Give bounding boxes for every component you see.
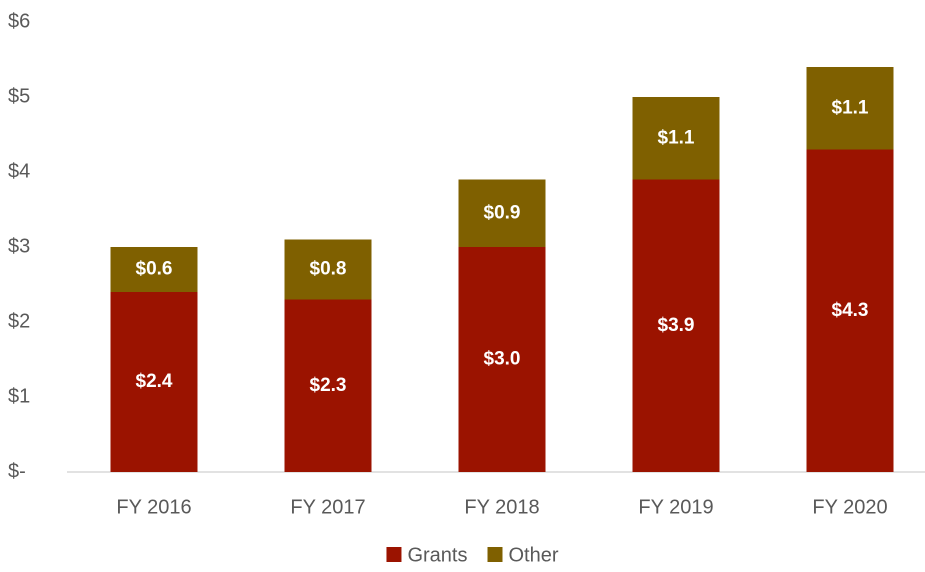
value-label: $4.3 [832,300,869,321]
legend-swatch [386,547,402,562]
x-tick-label: FY 2020 [812,496,887,518]
bar-segment [458,247,546,472]
value-label: $0.6 [136,259,173,280]
legend-label: Grants [407,544,467,566]
y-tick-label: $- [8,460,26,482]
value-label: $3.9 [658,315,695,336]
value-label: $2.4 [136,371,173,392]
value-label: $0.9 [484,202,521,223]
x-tick-label: FY 2017 [290,496,365,518]
bar-segment [284,299,372,472]
y-tick-label: $5 [8,85,30,107]
legend-swatch [487,547,503,562]
legend-label: Other [509,544,559,566]
y-tick-label: $4 [8,160,30,182]
value-label: $1.1 [832,97,869,118]
y-tick-label: $3 [8,235,30,257]
value-label: $3.0 [484,349,521,370]
y-tick-label: $6 [8,10,30,32]
bar-segment [632,97,720,180]
value-label: $1.1 [658,127,695,148]
value-label: $2.3 [310,375,347,396]
bar-segment [110,247,198,292]
bar-segment [632,179,720,472]
x-tick-label: FY 2016 [116,496,191,518]
value-label: $0.8 [310,259,347,280]
x-tick-label: FY 2018 [464,496,539,518]
bar-segment [806,67,894,150]
y-tick-label: $1 [8,385,30,407]
bar-segment [110,292,198,472]
bar-segment [284,239,372,300]
x-tick-label: FY 2019 [638,496,713,518]
y-tick-label: $2 [8,310,30,332]
bar-segment [458,179,546,247]
bar-segment [806,149,894,472]
